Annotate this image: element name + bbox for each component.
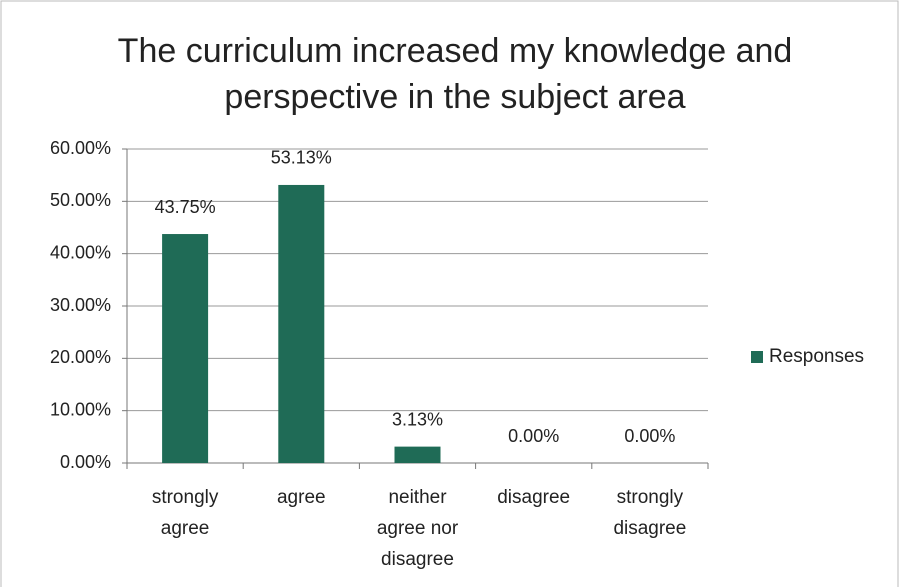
data-label: 3.13% [392,409,443,429]
x-tick-label: strongly agree [151,487,219,539]
x-tick-label: disagree [497,487,571,508]
bar [162,234,209,463]
y-tick-label: 10.00% [50,399,111,419]
data-label: 0.00% [624,426,675,446]
bar [394,446,441,463]
y-tick-label: 60.00% [50,138,111,158]
data-label: 43.75% [155,197,216,217]
data-label: 0.00% [508,426,559,446]
y-tick-label: 0.00% [60,452,111,472]
x-tick-label: strongly disagree [613,487,687,539]
x-tick-label: agree [276,487,326,508]
data-label: 53.13% [271,148,332,168]
chart-title: The curriculum increased my knowledge an… [117,32,793,116]
legend-label: Responses [769,346,864,367]
bar [278,184,325,463]
y-tick-label: 50.00% [50,190,111,210]
legend-swatch [751,351,763,363]
y-tick-label: 30.00% [50,295,111,315]
y-tick-label: 40.00% [50,242,111,262]
x-tick-label: neither agree nor disagree [376,487,459,570]
y-tick-label: 20.00% [50,347,111,367]
